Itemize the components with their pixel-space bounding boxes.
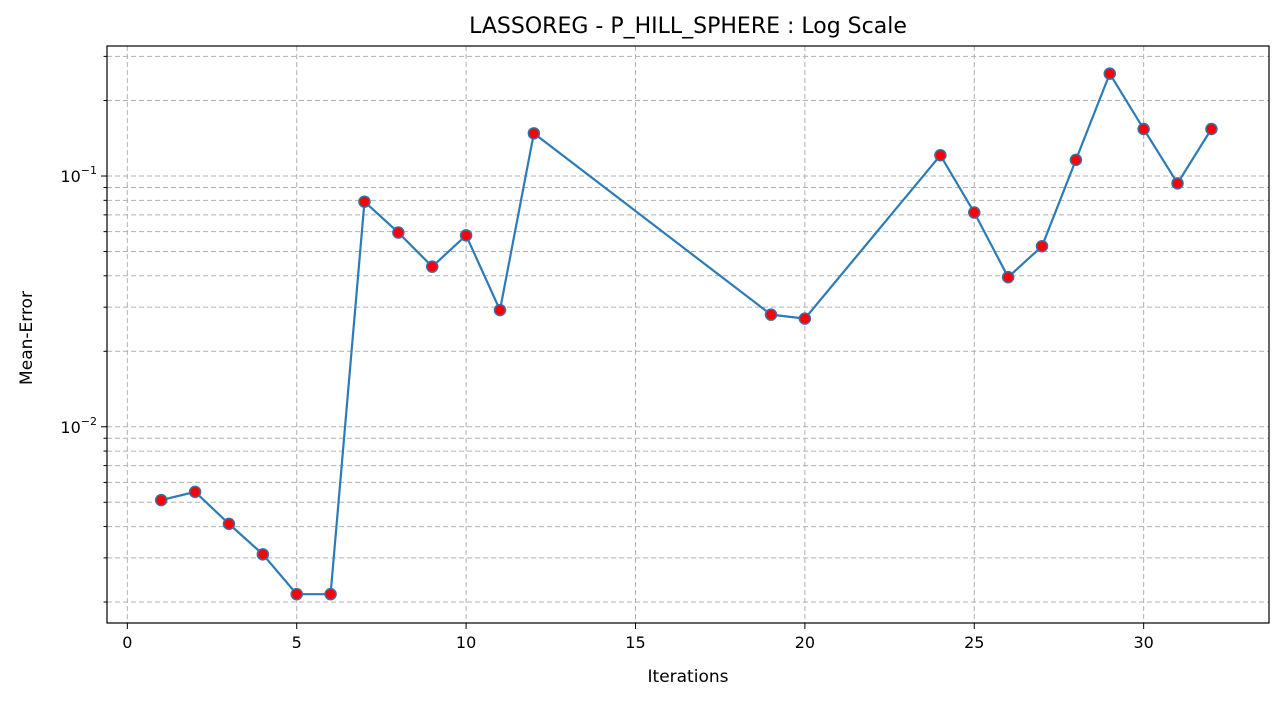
grid [107, 46, 1269, 623]
plot-frame [106, 45, 1270, 624]
axis-ticks: 0 5 10 15 20 25 30 10−2 10−1 [60, 55, 1154, 652]
data-point [1035, 239, 1049, 253]
x-tick-label: 30 [1133, 633, 1153, 652]
x-tick-label: 25 [964, 633, 984, 652]
data-point [798, 312, 812, 325]
data-point [764, 308, 778, 321]
data-point [1205, 122, 1218, 136]
x-tick-label: 10 [456, 633, 476, 652]
data-point [425, 260, 439, 273]
chart-title: LASSOREG - P_HILL_SPHERE : Log Scale [469, 14, 907, 39]
data-point [392, 226, 405, 239]
data-point [527, 127, 541, 140]
data-point [459, 229, 473, 242]
x-tick-label: 20 [795, 633, 815, 652]
data-point [290, 587, 303, 601]
y-axis-label: Mean-Error [17, 291, 37, 385]
data-point [324, 587, 337, 601]
data-point [358, 195, 371, 208]
series-line [160, 71, 1213, 596]
data-point [1001, 270, 1015, 284]
data-point [1069, 153, 1083, 167]
data-point [222, 517, 236, 531]
x-tick-label: 0 [122, 633, 132, 652]
data-point [188, 485, 202, 499]
y-tick-label: 10−1 [60, 164, 97, 186]
data-point [968, 206, 981, 219]
data-point [493, 303, 507, 317]
data-point [1137, 122, 1150, 136]
data-point [154, 493, 168, 507]
series-layer [154, 67, 1218, 601]
data-point [934, 149, 947, 162]
x-axis-label: Iterations [648, 667, 729, 687]
data-point [256, 548, 270, 561]
data-point [1103, 67, 1117, 80]
data-point [1171, 177, 1184, 190]
y-tick-label: 10−2 [60, 415, 97, 437]
x-tick-label: 15 [625, 633, 645, 652]
x-tick-label: 5 [292, 633, 302, 652]
